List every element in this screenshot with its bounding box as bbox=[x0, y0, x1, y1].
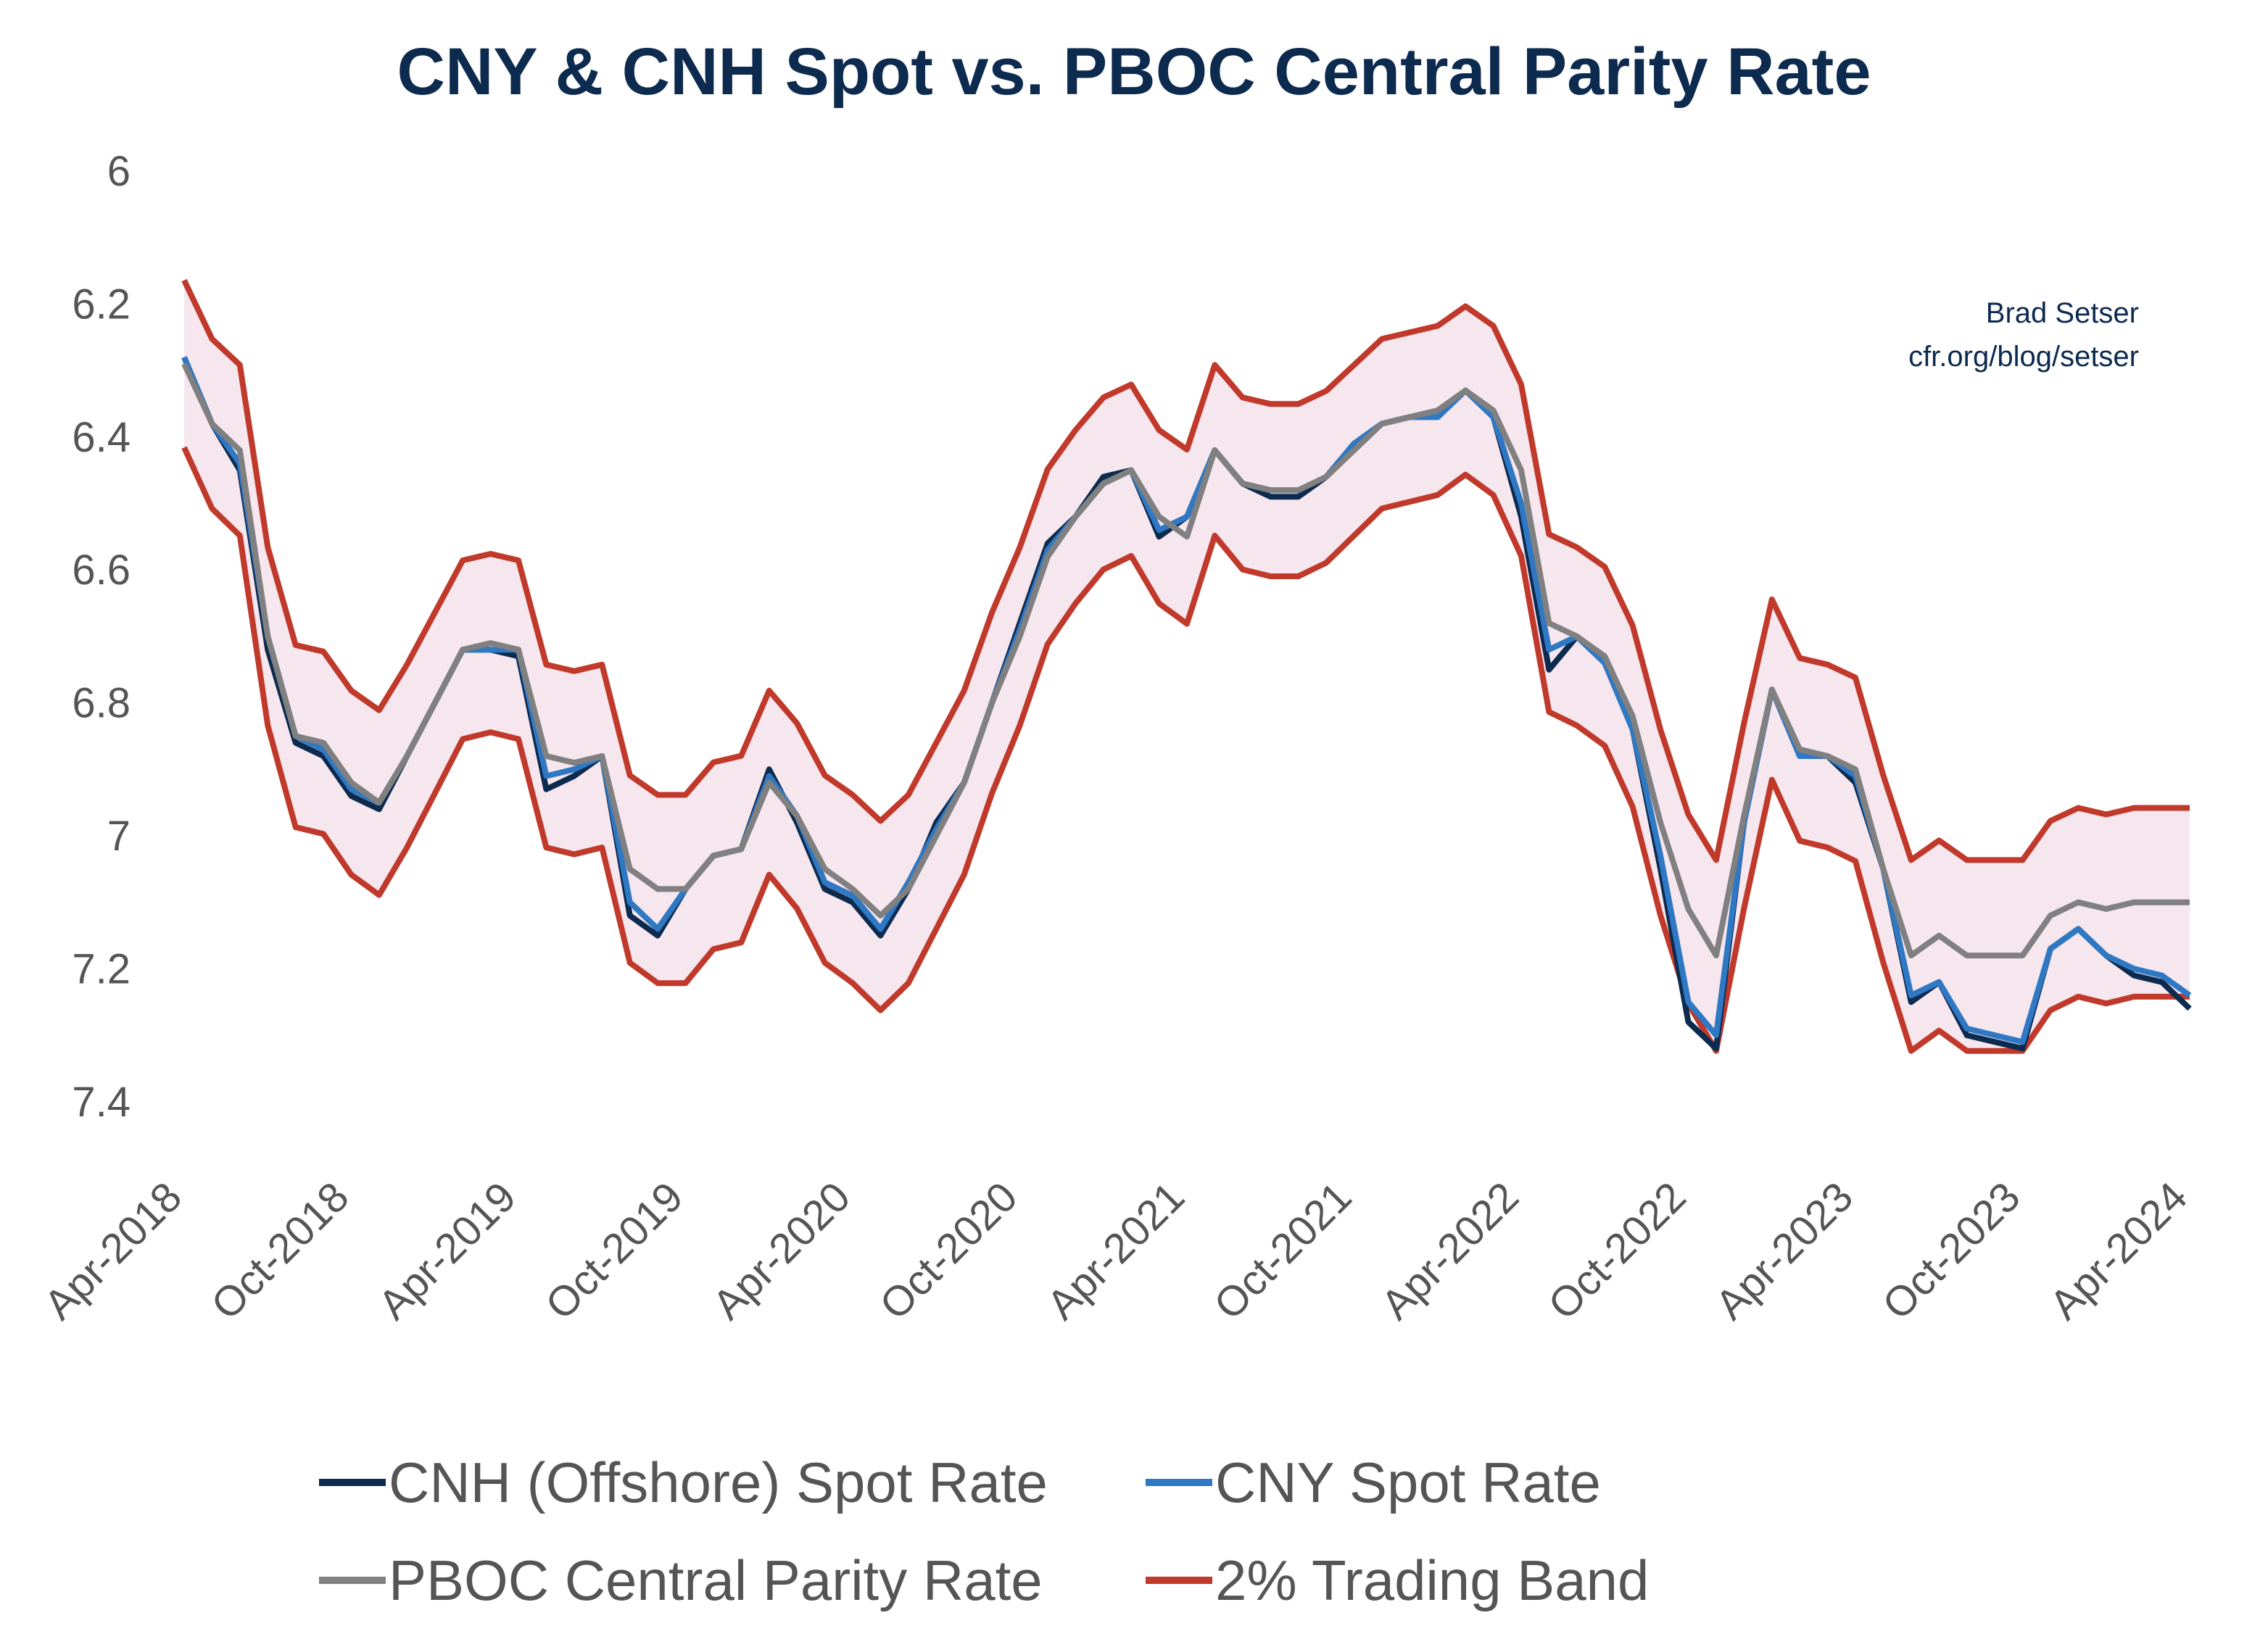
legend-item-cnh[interactable]: CNH (Offshore) Spot Rate bbox=[319, 1451, 1048, 1514]
y-tick-label: 6.6 bbox=[72, 547, 131, 594]
x-tick-label: Apr-2020 bbox=[704, 1173, 860, 1329]
x-tick-label: Oct-2020 bbox=[871, 1173, 1027, 1329]
x-axis: Apr-2018 Oct-2018 Apr-2019 Oct-2019 Apr-2020… bbox=[36, 1173, 2197, 1329]
y-tick-label: 7.4 bbox=[72, 1079, 131, 1126]
y-tick-label: 6.2 bbox=[72, 281, 131, 328]
y-tick-label: 7 bbox=[107, 813, 131, 860]
legend-item-parity[interactable]: PBOC Central Parity Rate bbox=[319, 1548, 1043, 1612]
legend-item-band[interactable]: 2% Trading Band bbox=[1146, 1548, 1649, 1612]
x-tick-label: Oct-2018 bbox=[202, 1173, 358, 1329]
x-tick-label: Apr-2021 bbox=[1038, 1173, 1194, 1329]
x-tick-label: Apr-2019 bbox=[370, 1173, 526, 1329]
trading-band-lower-line bbox=[181, 446, 2190, 1054]
credit-author: Brad Setser bbox=[1986, 297, 2139, 329]
y-tick-label: 6.4 bbox=[72, 414, 131, 461]
chart-title: CNY & CNH Spot vs. PBOC Central Parity R… bbox=[397, 35, 1871, 109]
legend-label-band: 2% Trading Band bbox=[1215, 1548, 1649, 1612]
trading-band-fill bbox=[184, 280, 2190, 1051]
x-tick-label: Oct-2023 bbox=[1874, 1173, 2029, 1329]
y-tick-label: 6.8 bbox=[72, 680, 131, 727]
y-tick-label: 7.2 bbox=[72, 945, 131, 992]
x-tick-label: Apr-2024 bbox=[2041, 1173, 2197, 1329]
legend: CNH (Offshore) Spot Rate CNY Spot Rate P… bbox=[319, 1451, 1649, 1612]
credit-url: cfr.org/blog/setser bbox=[1908, 341, 2139, 373]
legend-item-cny[interactable]: CNY Spot Rate bbox=[1146, 1451, 1601, 1514]
x-tick-label: Apr-2022 bbox=[1373, 1173, 1528, 1329]
x-tick-label: Oct-2022 bbox=[1539, 1173, 1695, 1329]
pboc-parity-line bbox=[181, 362, 2190, 959]
legend-label-parity: PBOC Central Parity Rate bbox=[389, 1548, 1043, 1612]
trading-band-upper-line bbox=[181, 278, 2190, 863]
y-tick-label: 6 bbox=[107, 148, 131, 195]
legend-label-cnh: CNH (Offshore) Spot Rate bbox=[389, 1451, 1048, 1514]
x-tick-label: Apr-2018 bbox=[36, 1173, 191, 1329]
plot-area bbox=[181, 278, 2192, 1054]
x-tick-label: Oct-2019 bbox=[537, 1173, 692, 1329]
x-tick-label: Oct-2021 bbox=[1205, 1173, 1361, 1329]
x-tick-label: Apr-2023 bbox=[1707, 1173, 1863, 1329]
legend-label-cny: CNY Spot Rate bbox=[1215, 1451, 1601, 1514]
y-axis: 6 6.2 6.4 6.6 6.8 7 7.2 7.4 bbox=[72, 148, 131, 1126]
